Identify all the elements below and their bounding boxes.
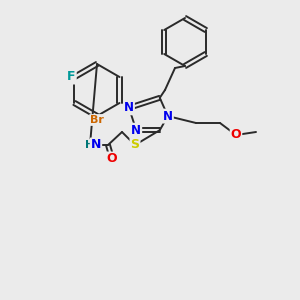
- Text: O: O: [231, 128, 241, 142]
- Text: N: N: [163, 110, 173, 123]
- Text: O: O: [107, 152, 117, 166]
- Text: F: F: [67, 70, 76, 83]
- Text: N: N: [124, 101, 134, 114]
- Text: Br: Br: [90, 115, 104, 125]
- Text: H: H: [85, 140, 94, 150]
- Text: N: N: [131, 124, 141, 137]
- Text: S: S: [130, 139, 140, 152]
- Text: N: N: [91, 139, 101, 152]
